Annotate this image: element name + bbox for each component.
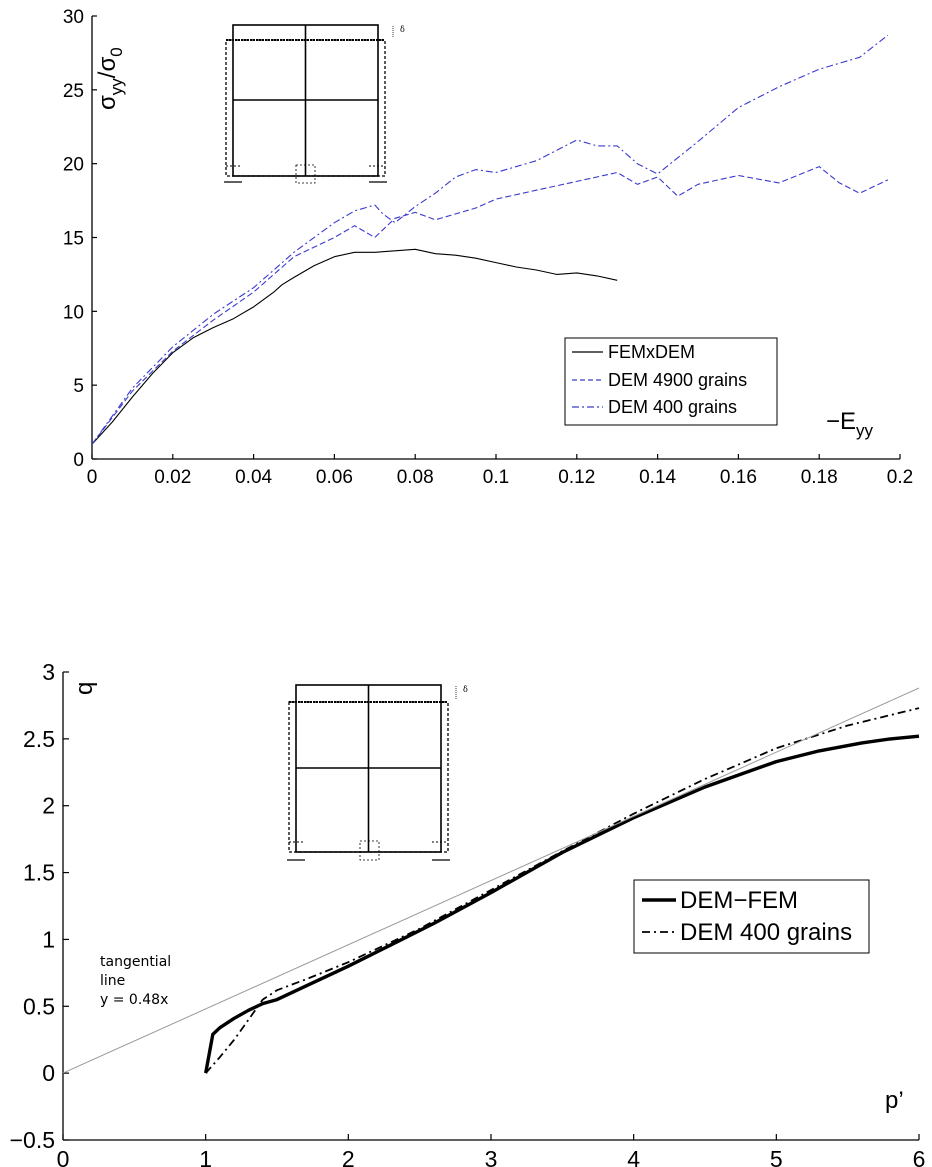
x-tick-label: 3 bbox=[485, 1146, 498, 1167]
x-tick-label: 0.08 bbox=[397, 467, 434, 488]
x-tick-label: 0.2 bbox=[887, 467, 913, 488]
x-tick-label: 0.04 bbox=[235, 467, 272, 488]
x-tick-label: 0.1 bbox=[483, 467, 509, 488]
y-ticks-top: 0 5 10 15 20 25 30 bbox=[63, 7, 97, 471]
specimen-inset-top: δ bbox=[224, 24, 405, 184]
x-tick-label: 0.12 bbox=[558, 467, 595, 488]
y-axis-label-top: σyy/σ0 bbox=[94, 47, 126, 110]
y-tick-label: 1.5 bbox=[23, 860, 55, 886]
specimen-inset-bottom: δ bbox=[287, 684, 468, 861]
x-tick-label: 0.16 bbox=[720, 467, 757, 488]
x-tick-label: 0.06 bbox=[316, 467, 353, 488]
y-ticks-bottom: −0.5 0 0.5 1 1.5 2 2.5 3 bbox=[10, 659, 69, 1153]
x-tick-label: 0.02 bbox=[154, 467, 191, 488]
annotation-line-1: tangential bbox=[100, 954, 171, 970]
y-tick-label: 10 bbox=[63, 302, 84, 323]
series-line-dem-400-grains bbox=[205, 707, 920, 1074]
legend-label-dem-fem: DEM−FEM bbox=[680, 887, 798, 914]
legend-label-dem400-top: DEM 400 grains bbox=[608, 397, 737, 417]
x-ticks-top: 0 0.02 0.04 0.06 0.08 0.1 0.12 0.14 0.16 0.18 0.2 bbox=[87, 454, 913, 488]
annotation-line-2: line bbox=[100, 973, 125, 989]
y-tick-label: 0.5 bbox=[23, 993, 55, 1019]
y-axis-label-bottom: q bbox=[71, 682, 98, 695]
annotation-line-3: y = 0.48x bbox=[100, 992, 168, 1008]
x-tick-label: 2 bbox=[342, 1146, 355, 1167]
legend-top: FEMxDEM DEM 4900 grains DEM 400 grains bbox=[564, 337, 778, 426]
legend-label-dem4900: DEM 4900 grains bbox=[608, 370, 747, 390]
y-tick-label: 30 bbox=[63, 7, 84, 28]
chart-top: 0 0.02 0.04 0.06 0.08 0.1 0.12 0.14 0.16 0.18 0.2 … bbox=[63, 7, 913, 488]
x-axis-label-bottom: p’ bbox=[885, 1087, 904, 1114]
y-tick-label: 3 bbox=[42, 659, 55, 685]
series-line-dem-4900-grains bbox=[91, 166, 889, 445]
x-tick-label: 5 bbox=[770, 1146, 783, 1167]
x-tick-label: 4 bbox=[627, 1146, 640, 1167]
series-line-dem-400-grains bbox=[91, 34, 889, 445]
svg-text:δ: δ bbox=[400, 25, 405, 34]
y-tick-label: 0 bbox=[42, 1060, 55, 1086]
y-tick-label: 25 bbox=[63, 81, 84, 102]
y-tick-label: 2.5 bbox=[23, 726, 55, 752]
series-bottom bbox=[62, 687, 920, 1074]
legend-bottom: DEM−FEM DEM 400 grains bbox=[633, 879, 870, 954]
x-ticks-bottom: 0 1 2 3 4 5 6 bbox=[57, 1134, 926, 1167]
x-tick-label: 0 bbox=[87, 467, 98, 488]
svg-text:δ: δ bbox=[463, 685, 468, 694]
x-tick-label: 6 bbox=[913, 1146, 926, 1167]
y-tick-label: 2 bbox=[42, 793, 55, 819]
series-line-tangent bbox=[62, 687, 920, 1074]
legend-label-femxdem: FEMxDEM bbox=[608, 342, 695, 362]
x-tick-label: 1 bbox=[199, 1146, 212, 1167]
tangent-annotation: tangential line y = 0.48x bbox=[100, 954, 171, 1008]
x-tick-label: 0.14 bbox=[639, 467, 676, 488]
series-line-dem-fem bbox=[204, 734, 920, 1074]
series-line-femxdem bbox=[91, 248, 618, 445]
y-tick-label: 1 bbox=[42, 926, 55, 952]
y-tick-label: 15 bbox=[63, 229, 84, 250]
y-tick-label: 0 bbox=[73, 450, 84, 471]
x-axis-label-top: −Eyy bbox=[826, 408, 874, 440]
series-top bbox=[91, 34, 889, 445]
legend-label-dem400-bottom: DEM 400 grains bbox=[680, 919, 852, 946]
x-tick-label: 0 bbox=[57, 1146, 70, 1167]
x-tick-label: 0.18 bbox=[801, 467, 838, 488]
y-tick-label: 20 bbox=[63, 155, 84, 176]
y-tick-label: 5 bbox=[73, 376, 84, 397]
y-tick-label: −0.5 bbox=[10, 1127, 55, 1153]
